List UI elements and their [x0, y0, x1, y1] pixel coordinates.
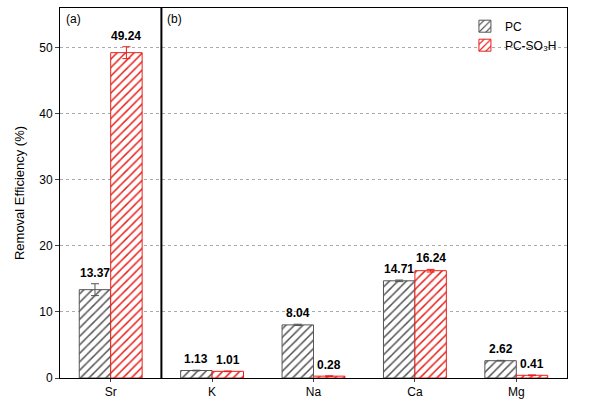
svg-text:13.37: 13.37	[80, 266, 110, 280]
svg-text:Removal Efficiency (%): Removal Efficiency (%)	[12, 126, 27, 260]
svg-text:K: K	[208, 385, 216, 399]
svg-text:14.71: 14.71	[384, 262, 414, 276]
svg-text:2.62: 2.62	[489, 342, 513, 356]
svg-text:Sr: Sr	[105, 385, 117, 399]
svg-text:(b): (b)	[167, 12, 182, 26]
svg-text:PC-SO₃H: PC-SO₃H	[505, 39, 557, 53]
svg-text:Mg: Mg	[508, 385, 525, 399]
svg-text:49.24: 49.24	[111, 29, 141, 43]
svg-text:Ca: Ca	[407, 385, 423, 399]
svg-text:0.41: 0.41	[520, 357, 544, 371]
svg-text:40: 40	[39, 107, 53, 121]
svg-text:10: 10	[39, 305, 53, 319]
svg-text:Na: Na	[306, 385, 322, 399]
svg-text:20: 20	[39, 239, 53, 253]
svg-text:50: 50	[39, 41, 53, 55]
svg-text:(a): (a)	[66, 12, 81, 26]
svg-text:16.24: 16.24	[416, 251, 446, 265]
svg-text:PC: PC	[505, 20, 522, 34]
svg-text:0.28: 0.28	[317, 358, 341, 372]
svg-text:1.01: 1.01	[216, 353, 240, 367]
svg-text:8.04: 8.04	[286, 306, 310, 320]
svg-text:0: 0	[46, 371, 53, 385]
svg-text:30: 30	[39, 173, 53, 187]
svg-text:1.13: 1.13	[184, 352, 208, 366]
